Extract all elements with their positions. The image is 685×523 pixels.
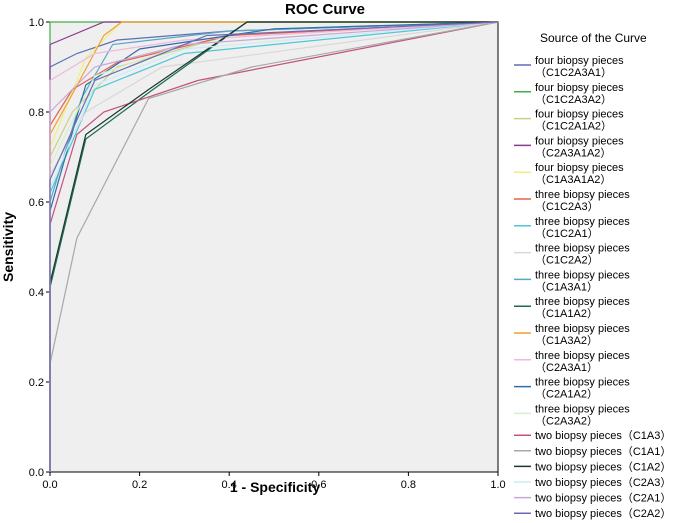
- legend-label-13: three biopsy pieces: [535, 377, 630, 389]
- legend-label-code-14: （C2A3A2）: [535, 414, 598, 427]
- legend-label-5: four biopsy pieces: [535, 162, 624, 174]
- legend-label-17: two biopsy pieces（C1A2）: [535, 460, 671, 473]
- legend-label-code-13: （C2A1A2）: [535, 388, 598, 401]
- legend-label-code-7: （C1C2A1）: [535, 227, 599, 240]
- legend-label-code-3: （C1C2A1A2）: [535, 120, 612, 133]
- legend-label-6: three biopsy pieces: [535, 189, 630, 201]
- legend-label-code-11: （C1A3A2）: [535, 334, 598, 347]
- legend-label-11: three biopsy pieces: [535, 323, 630, 335]
- legend-label-code-9: （C1A3A1）: [535, 280, 598, 293]
- legend-label-15: two biopsy pieces（C1A3）: [535, 429, 671, 442]
- x-tick-label: 0.6: [311, 479, 326, 491]
- y-tick-label: 0.2: [29, 377, 44, 389]
- legend-label-code-10: （C1A1A2）: [535, 307, 598, 320]
- y-tick-label: 0.8: [29, 107, 44, 119]
- legend-label-code-5: （C1A3A1A2）: [535, 173, 611, 186]
- legend-label-18: two biopsy pieces（C2A3）: [535, 476, 671, 489]
- roc-curve-series-20: [49, 21, 499, 472]
- legend-label-14: three biopsy pieces: [535, 403, 630, 415]
- y-axis-title: Sensitivity: [0, 212, 16, 282]
- legend: Source of the Curve four biopsy pieces（C…: [514, 31, 671, 520]
- plot-background: [49, 21, 499, 473]
- plot-area: 0.00.0 0.2 0.2 0.4 0.4 0.6 0.6 0.8 0.8 1.0 1.0: [29, 17, 506, 491]
- legend-label-8: three biopsy pieces: [535, 243, 630, 255]
- legend-label-code-8: （C1C2A2）: [535, 254, 599, 267]
- y-tick-label: 0.4: [29, 287, 44, 299]
- x-tick-label: 1.0: [490, 479, 505, 491]
- chart-title: ROC Curve: [285, 1, 365, 18]
- legend-title: Source of the Curve: [540, 31, 647, 45]
- legend-label-7: three biopsy pieces: [535, 216, 630, 228]
- legend-label-code-2: （C1C2A3A2）: [535, 93, 612, 106]
- x-tick-label: 0.4: [222, 479, 237, 491]
- legend-label-19: two biopsy pieces（C2A1）: [535, 492, 671, 505]
- legend-label-code-6: （C1C2A3）: [535, 200, 599, 213]
- legend-label-10: three biopsy pieces: [535, 296, 630, 308]
- legend-label-code-4: （C2A3A1A2）: [535, 146, 611, 159]
- y-tick-label: 0.6: [29, 197, 44, 209]
- legend-label-20: two biopsy pieces（C2A2）: [535, 507, 671, 520]
- y-tick-label: 1.0: [29, 17, 44, 29]
- legend-label-16: two biopsy pieces（C1A1）: [535, 445, 671, 458]
- x-tick-label: 0.2: [132, 479, 147, 491]
- x-axis-title: 1 - Specificity: [230, 479, 320, 495]
- legend-label-12: three biopsy pieces: [535, 350, 630, 362]
- legend-label-2: four biopsy pieces: [535, 82, 624, 94]
- legend-label-code-1: （C1C2A3A1）: [535, 66, 612, 79]
- legend-label-1: four biopsy pieces: [535, 55, 624, 67]
- legend-label-code-12: （C2A3A1）: [535, 361, 598, 374]
- x-tick-label: 0.0: [42, 479, 57, 491]
- legend-label-4: four biopsy pieces: [535, 135, 624, 147]
- legend-label-3: four biopsy pieces: [535, 109, 624, 121]
- y-tick-label: 0.0: [29, 467, 44, 479]
- legend-label-9: three biopsy pieces: [535, 269, 630, 281]
- x-tick-label: 0.8: [401, 479, 416, 491]
